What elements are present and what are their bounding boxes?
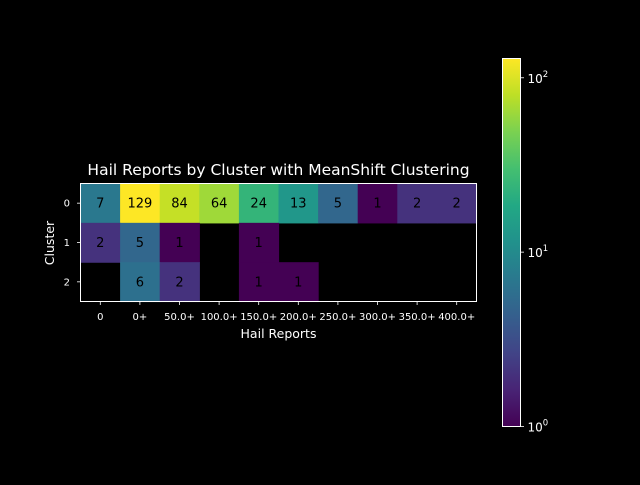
- cell-value-label: 129: [127, 197, 152, 212]
- cell-value-label: 1: [294, 275, 302, 290]
- cell-value-label: 5: [334, 197, 342, 212]
- cell-value-label: 1: [255, 275, 263, 290]
- heatmap-cell-labels: 7 129 84 64 24 13 5 1 2 2 2 5 1 1 6 2 1 1: [96, 197, 461, 291]
- heatmap-cell: [238, 222, 280, 263]
- x-tick-label: 250.0+: [319, 312, 356, 323]
- heatmap-cell: [120, 222, 161, 263]
- heatmap-cell: [80, 183, 121, 224]
- x-tick-label: 200.0+: [280, 312, 317, 323]
- colorbar-tick-label: 100: [528, 419, 549, 435]
- x-tick-label: 100.0+: [201, 312, 238, 323]
- cell-value-label: 64: [211, 197, 228, 212]
- y-axis-label: Cluster: [42, 220, 57, 265]
- cell-value-label: 84: [171, 197, 188, 212]
- x-tick-label: 350.0+: [399, 312, 436, 323]
- heatmap-cell: [159, 222, 200, 263]
- cell-value-label: 2: [96, 236, 104, 251]
- heatmap-cell: [120, 262, 161, 303]
- heatmap-cell: [238, 262, 280, 303]
- heatmap-cell: [278, 183, 319, 224]
- cell-value-label: 2: [453, 197, 461, 212]
- heatmap-cell: [397, 183, 438, 224]
- cell-value-label: 6: [136, 275, 144, 290]
- cell-value-label: 1: [255, 236, 263, 251]
- y-axis-ticks: 0 1 2: [64, 199, 81, 288]
- cell-value-label: 5: [136, 236, 144, 251]
- cell-value-label: 1: [175, 236, 183, 251]
- x-axis-ticks: 0 0+ 50.0+ 100.0+ 150.0+ 200.0+ 250.0+ 300.0+ 35…: [97, 301, 475, 323]
- cell-value-label: 24: [250, 197, 267, 212]
- x-axis-label: Hail Reports: [241, 326, 317, 341]
- x-tick-label: 150.0+: [240, 312, 277, 323]
- heatmap-cell: [357, 183, 398, 224]
- chart-title: Hail Reports by Cluster with MeanShift C…: [87, 161, 469, 179]
- x-tick-label: 50.0+: [164, 312, 195, 323]
- x-tick-label: 0+: [133, 312, 148, 323]
- heatmap-cell: [278, 262, 319, 303]
- y-tick-label: 1: [64, 238, 70, 249]
- heatmap-cell: [238, 183, 280, 224]
- heatmap-cell: [436, 183, 478, 224]
- heatmap-cell: [199, 183, 240, 224]
- cell-value-label: 1: [373, 197, 381, 212]
- heatmap-cell: [120, 183, 161, 224]
- heatmap-cells: [80, 183, 478, 303]
- x-tick-label: 0: [97, 312, 103, 323]
- x-tick-label: 300.0+: [359, 312, 396, 323]
- y-tick-label: 2: [64, 277, 70, 288]
- colorbar-tick-label: 101: [528, 244, 549, 260]
- colorbar-ticks: 100 101 102: [520, 70, 549, 435]
- y-tick-label: 0: [64, 199, 70, 210]
- x-tick-label: 400.0+: [438, 312, 475, 323]
- heatmap-cell: [159, 262, 200, 303]
- heatmap-cell: [80, 222, 121, 263]
- heatmap-cell: [159, 183, 200, 224]
- cell-value-label: 13: [290, 197, 307, 212]
- colorbar-tick-label: 102: [528, 70, 549, 86]
- colorbar: [502, 58, 521, 427]
- cell-value-label: 2: [413, 197, 421, 212]
- cell-value-label: 2: [175, 275, 183, 290]
- cell-value-label: 7: [96, 197, 104, 212]
- heatmap-cell: [318, 183, 359, 224]
